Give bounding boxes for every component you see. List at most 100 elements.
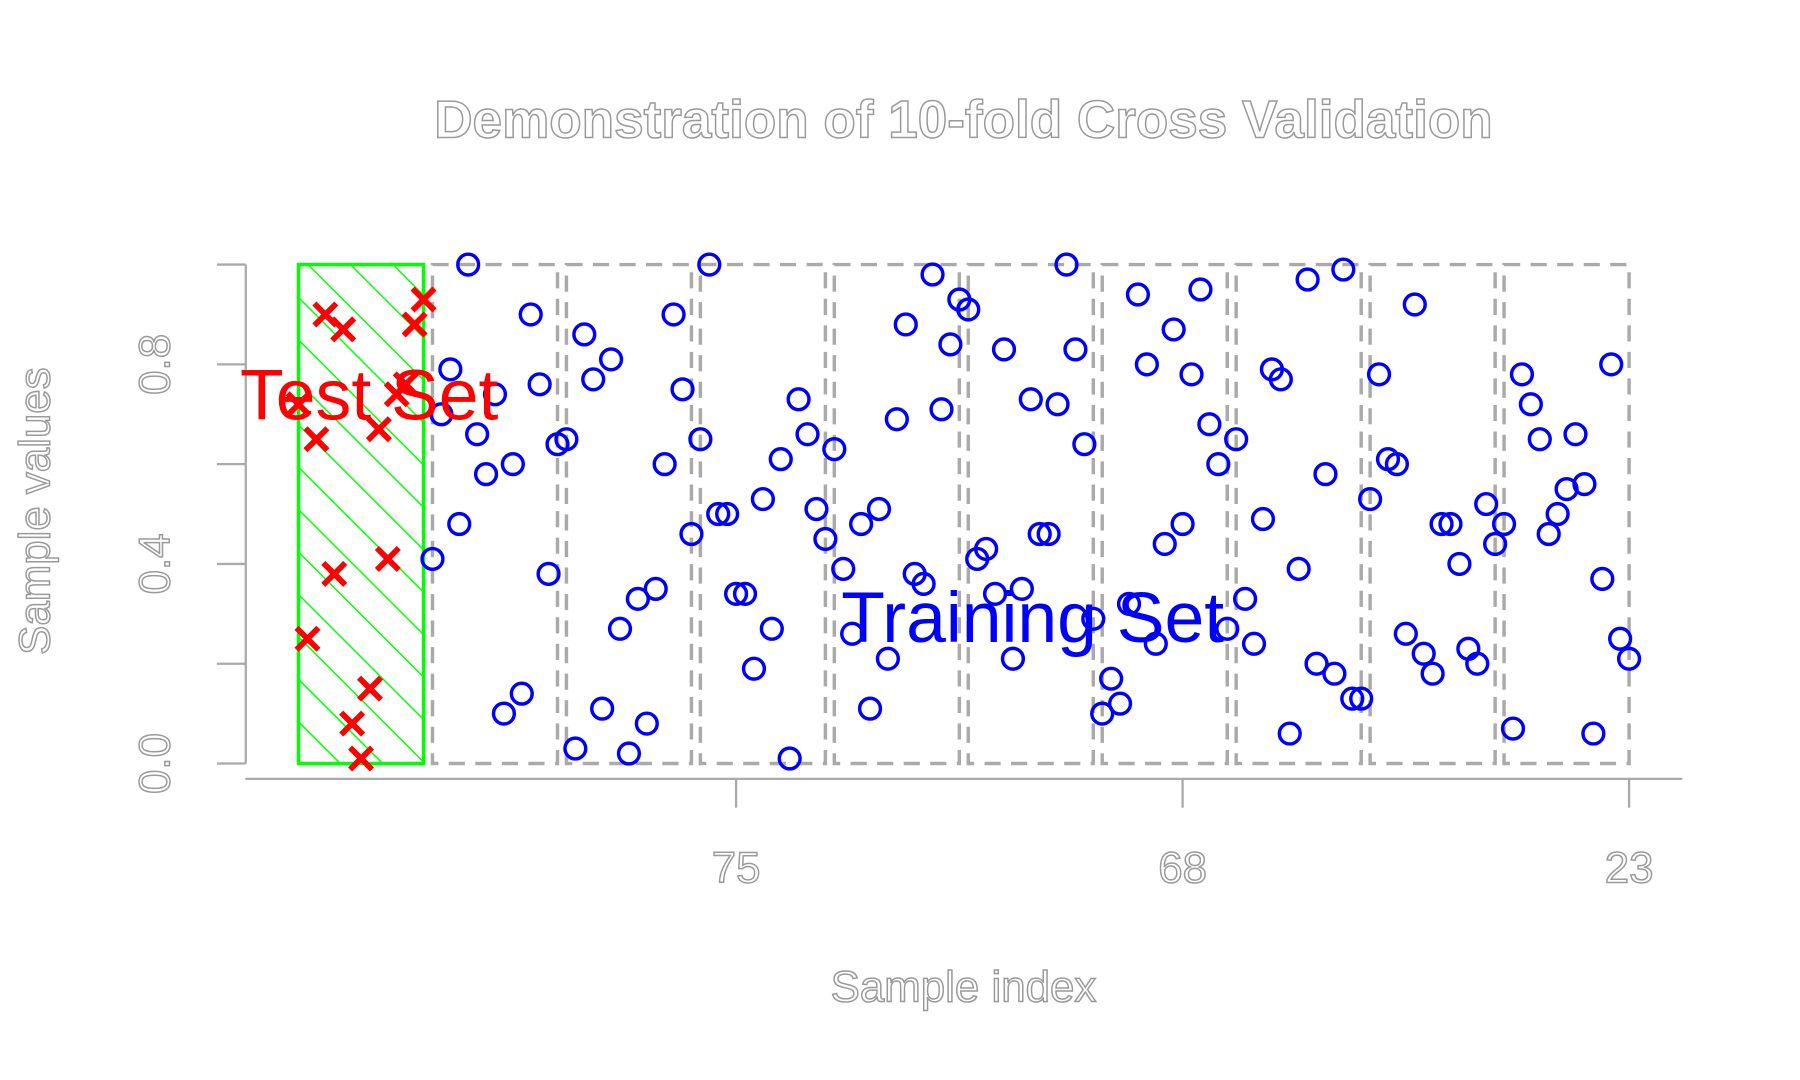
test-set-label: Test Set [240,355,499,435]
training-set-label: Training Set [841,578,1224,658]
training-point [1250,506,1276,532]
training-point [491,701,517,726]
training-fold [1368,262,1497,766]
training-point [1500,716,1526,741]
training-point [956,297,981,322]
training-point [590,696,615,721]
axes: 75 68 23 0.0 0.4 0.8 [130,263,1683,893]
test-point [392,371,419,398]
training-point [1545,501,1570,527]
training-fold [1234,262,1363,766]
training-point [688,427,713,452]
training-point [875,646,901,671]
training-point [938,332,963,357]
test-point [410,286,437,313]
test-point [330,316,357,343]
training-point [1536,521,1561,547]
training-point [1608,626,1633,651]
test-point [374,545,401,572]
training-point [661,302,686,327]
training-point [1518,392,1543,417]
y-axis-label: Sample values [11,367,60,654]
training-point [1572,471,1597,497]
training-point [848,511,874,537]
training-point [1358,486,1383,512]
training-point [982,581,1008,606]
training-point [679,521,704,547]
training-point [1000,646,1026,671]
training-point [1170,511,1195,537]
training-point [1143,631,1168,656]
training-point [1474,491,1499,517]
training-point [1054,252,1079,277]
training-point [723,581,749,606]
training-point [840,621,865,646]
training-point [1197,412,1222,437]
training-point [1063,337,1088,362]
training-point [1036,521,1061,547]
training-point [1045,392,1070,417]
training-point [777,746,802,771]
training-point [1286,556,1311,582]
test-point [285,391,312,418]
training-point [563,736,588,761]
x-tick-label: 68 [1158,844,1207,893]
training-point [1366,362,1392,387]
training-point [1465,651,1490,676]
training-point [1107,691,1133,716]
training-point [482,382,508,407]
training-point [706,501,731,527]
training-point [1616,646,1642,671]
training-point [1590,566,1615,592]
training-point [1072,432,1097,457]
training-point [822,437,847,462]
test-point [348,745,375,772]
training-point [884,407,909,432]
training-point [625,586,650,611]
training-point [1224,427,1249,452]
training-point [974,536,999,562]
training-point [1018,387,1043,412]
y-tick-label: 0.4 [131,533,180,594]
training-point [804,496,829,522]
training-point [857,696,883,721]
training-point [1402,292,1427,317]
training-point [1313,462,1338,487]
test-point [365,416,392,443]
test-point [294,625,321,652]
training-fold [564,262,694,766]
training-fold [1100,262,1229,766]
y-tick-label: 0.0 [131,733,180,794]
training-point [920,262,945,287]
training-point [1009,576,1034,601]
test-point [356,675,383,702]
training-point [1099,666,1124,691]
training-point [1384,452,1410,477]
training-point [1232,586,1258,611]
training-point [1090,701,1115,726]
training-point [759,616,784,641]
training-point [1241,631,1267,656]
training-point [1340,686,1365,711]
training-point [1027,521,1052,547]
training-point [1420,661,1445,686]
training-point [1322,661,1347,686]
training-point [1125,282,1151,307]
training-point [456,252,481,277]
training-point [1268,367,1293,392]
training-point [1599,352,1624,377]
training-point [1483,531,1508,557]
training-point [554,427,579,452]
training-point [518,302,543,327]
training-point [670,377,695,402]
training-point [1349,686,1374,711]
training-point [473,462,499,487]
folds [296,262,1631,766]
chart-title: Demonstration of 10-fold Cross Validatio… [434,90,1492,149]
training-point [598,347,624,372]
training-point [1447,551,1472,577]
training-point [795,422,820,447]
training-point [1179,362,1204,387]
